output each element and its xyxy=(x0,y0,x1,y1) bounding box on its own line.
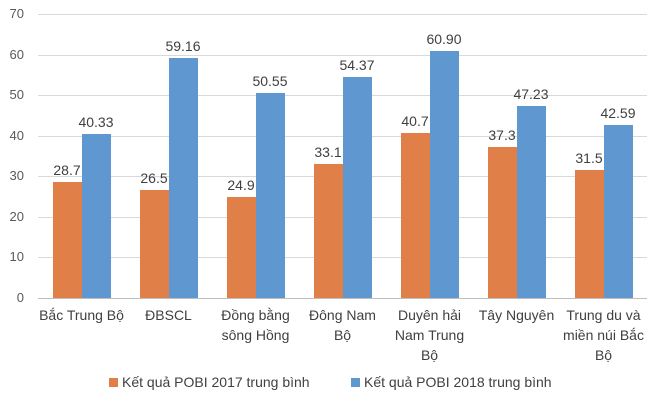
category-line: Đồng bằng xyxy=(221,307,290,323)
y-tick-label: 10 xyxy=(9,249,24,265)
data-label: 37.3 xyxy=(488,126,516,143)
category-line: Duyên hải xyxy=(397,307,462,323)
bar-2017 xyxy=(139,190,169,298)
category-line: Tây Nguyên xyxy=(478,307,555,323)
bar-2018 xyxy=(603,125,633,298)
category-line: sông Hồng xyxy=(221,327,290,343)
x-axis-line xyxy=(38,298,647,299)
data-label: 54.37 xyxy=(339,57,375,74)
y-tick-label: 30 xyxy=(9,168,24,184)
legend-swatch-icon xyxy=(351,377,360,387)
x-category-label: Đồng bằng sông Hồng xyxy=(206,305,305,345)
data-label: 31.5 xyxy=(575,150,603,167)
data-label: 47.23 xyxy=(513,86,549,103)
bar-2018 xyxy=(429,50,459,298)
bar-2017 xyxy=(226,196,256,298)
category-line: miền núi Bắc xyxy=(563,327,644,343)
x-category-label: ĐBSCL xyxy=(119,305,218,325)
bar-2018 xyxy=(168,57,198,298)
y-tick-label: 20 xyxy=(9,208,24,224)
category-line: Bắc Trung Bộ xyxy=(39,307,124,323)
x-category-label: Bắc Trung Bộ xyxy=(32,305,131,325)
data-label: 24.9 xyxy=(227,176,255,193)
legend-label: Kết quả POBI 2018 trung bình xyxy=(364,374,552,390)
bar-2018 xyxy=(255,92,285,298)
data-label: 59.16 xyxy=(165,37,201,54)
data-label: 40.7 xyxy=(401,112,429,129)
legend-item-2017: Kết quả POBI 2017 trung bình xyxy=(109,374,310,390)
data-label: 40.33 xyxy=(78,114,114,131)
x-category-label: Tây Nguyên xyxy=(467,305,566,325)
bar-2017 xyxy=(400,132,430,298)
category-line: Đông Nam xyxy=(309,307,376,323)
y-tick-label: 0 xyxy=(16,290,24,305)
y-tick-label: 60 xyxy=(9,46,24,62)
bar-2017 xyxy=(52,181,82,298)
x-category-label: Trung du và miền núi Bắc Bộ xyxy=(554,305,653,365)
bar-2018 xyxy=(342,77,372,298)
legend-swatch-icon xyxy=(109,377,118,387)
category-line: ĐBSCL xyxy=(145,307,192,323)
y-tick-label: 40 xyxy=(9,127,24,143)
data-label: 60.90 xyxy=(426,30,462,47)
category-line: Nam Trung xyxy=(394,327,465,343)
y-tick-label: 70 xyxy=(9,6,24,21)
bar-2018 xyxy=(81,134,111,298)
category-line: Bộ xyxy=(333,327,352,343)
legend-item-2018: Kết quả POBI 2018 trung bình xyxy=(351,374,552,390)
category-line: Bộ xyxy=(420,347,439,363)
x-category-label: Duyên hải Nam Trung Bộ xyxy=(380,305,479,365)
data-label: 28.7 xyxy=(53,161,81,178)
bar-2017 xyxy=(574,170,604,298)
gridline xyxy=(38,14,647,15)
data-label: 42.59 xyxy=(600,105,636,122)
data-label: 50.55 xyxy=(252,72,288,89)
category-line: Bộ xyxy=(594,347,613,363)
x-category-label: Đông Nam Bộ xyxy=(293,305,392,345)
bar-2018 xyxy=(516,106,546,298)
bar-2017 xyxy=(313,163,343,298)
bar-2017 xyxy=(487,146,517,298)
category-line: Trung du và xyxy=(566,307,641,323)
y-tick-label: 50 xyxy=(9,87,24,103)
data-label: 33.1 xyxy=(314,143,342,160)
gridline xyxy=(38,54,647,56)
legend-label: Kết quả POBI 2017 trung bình xyxy=(122,374,310,390)
data-label: 26.5 xyxy=(140,170,168,187)
